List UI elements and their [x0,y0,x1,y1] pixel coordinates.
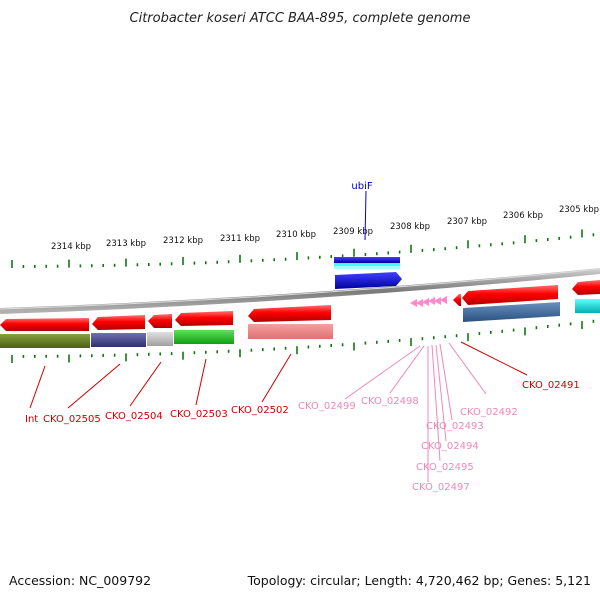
label-cko02498[interactable]: CKO_02498 [361,396,419,407]
label-cko02493[interactable]: CKO_02493 [426,421,484,432]
label-ubiF[interactable]: ubiF [351,181,372,192]
cog-bar-int [0,334,90,348]
ubiF-track-lightcyan [334,266,400,269]
label-cko02494[interactable]: CKO_02494 [421,441,479,452]
map-title: Citrobacter koseri ATCC BAA-895, complet… [130,11,471,26]
label-cko02503[interactable]: CKO_02503 [170,409,228,420]
tick-label-2306: 2306 kbp [503,211,543,221]
ubiF-arrow [335,272,402,289]
gene-cko02504-arrow[interactable] [148,314,172,328]
gene-int-arrow[interactable] [0,318,89,331]
gene-small-red-arrow[interactable] [453,294,461,306]
cog-bar-cko02491 [463,302,560,322]
gene-cko02502-arrow[interactable] [248,305,331,322]
pseudo-gene-cluster[interactable] [410,296,447,307]
label-cko02497[interactable]: CKO_02497 [412,482,470,493]
ubiF-track-cyan [334,263,400,266]
cog-bar-cko02502 [248,324,333,339]
genome-summary-text: Topology: circular; Length: 4,720,462 bp… [247,573,591,588]
gene-track-lower [0,280,600,348]
accession-text: Accession: NC_009792 [9,573,151,588]
tick-label-2314: 2314 kbp [51,242,91,252]
tick-label-2313: 2313 kbp [106,239,146,249]
label-cko02491[interactable]: CKO_02491 [522,380,580,391]
scale-labels: 2314 kbp 2313 kbp 2312 kbp 2311 kbp 2310… [51,205,599,252]
gene-cko02491-arrow[interactable] [462,285,558,305]
label-leader-lines [29,190,528,482]
tick-label-2312: 2312 kbp [163,236,203,246]
label-cko02504[interactable]: CKO_02504 [105,411,163,422]
tick-label-2305: 2305 kbp [559,205,599,215]
label-cko02499[interactable]: CKO_02499 [298,401,356,412]
lower-scale-ruler [11,319,595,363]
upper-scale-ruler [11,229,595,268]
cog-bar-edge [575,299,600,313]
gene-edge-arrow[interactable] [572,280,600,295]
gene-cko02505-arrow[interactable] [92,315,145,330]
cog-bar-cko02505 [91,333,146,347]
tick-label-2310: 2310 kbp [276,230,316,240]
ubiF-track-top [334,257,400,263]
tick-label-2307: 2307 kbp [447,217,487,227]
gene-cko02503-arrow[interactable] [175,311,233,326]
label-cko02495[interactable]: CKO_02495 [416,462,474,473]
gene-labels: ubiF Int CKO_02505 CKO_02504 CKO_02503 C… [25,181,580,493]
tick-label-2311: 2311 kbp [220,234,260,244]
tick-label-2308: 2308 kbp [390,222,430,232]
tick-label-2309: 2309 kbp [333,227,373,237]
gene-ubiF[interactable] [334,257,402,289]
backbone-highlight [0,268,600,310]
label-cko02492[interactable]: CKO_02492 [460,407,518,418]
label-int[interactable]: Int [25,414,38,425]
label-cko02502[interactable]: CKO_02502 [231,405,289,416]
cog-bar-cko02503 [174,330,234,344]
cog-bar-cko02504 [147,332,173,346]
genome-backbone [0,268,600,314]
label-cko02505[interactable]: CKO_02505 [43,414,101,425]
